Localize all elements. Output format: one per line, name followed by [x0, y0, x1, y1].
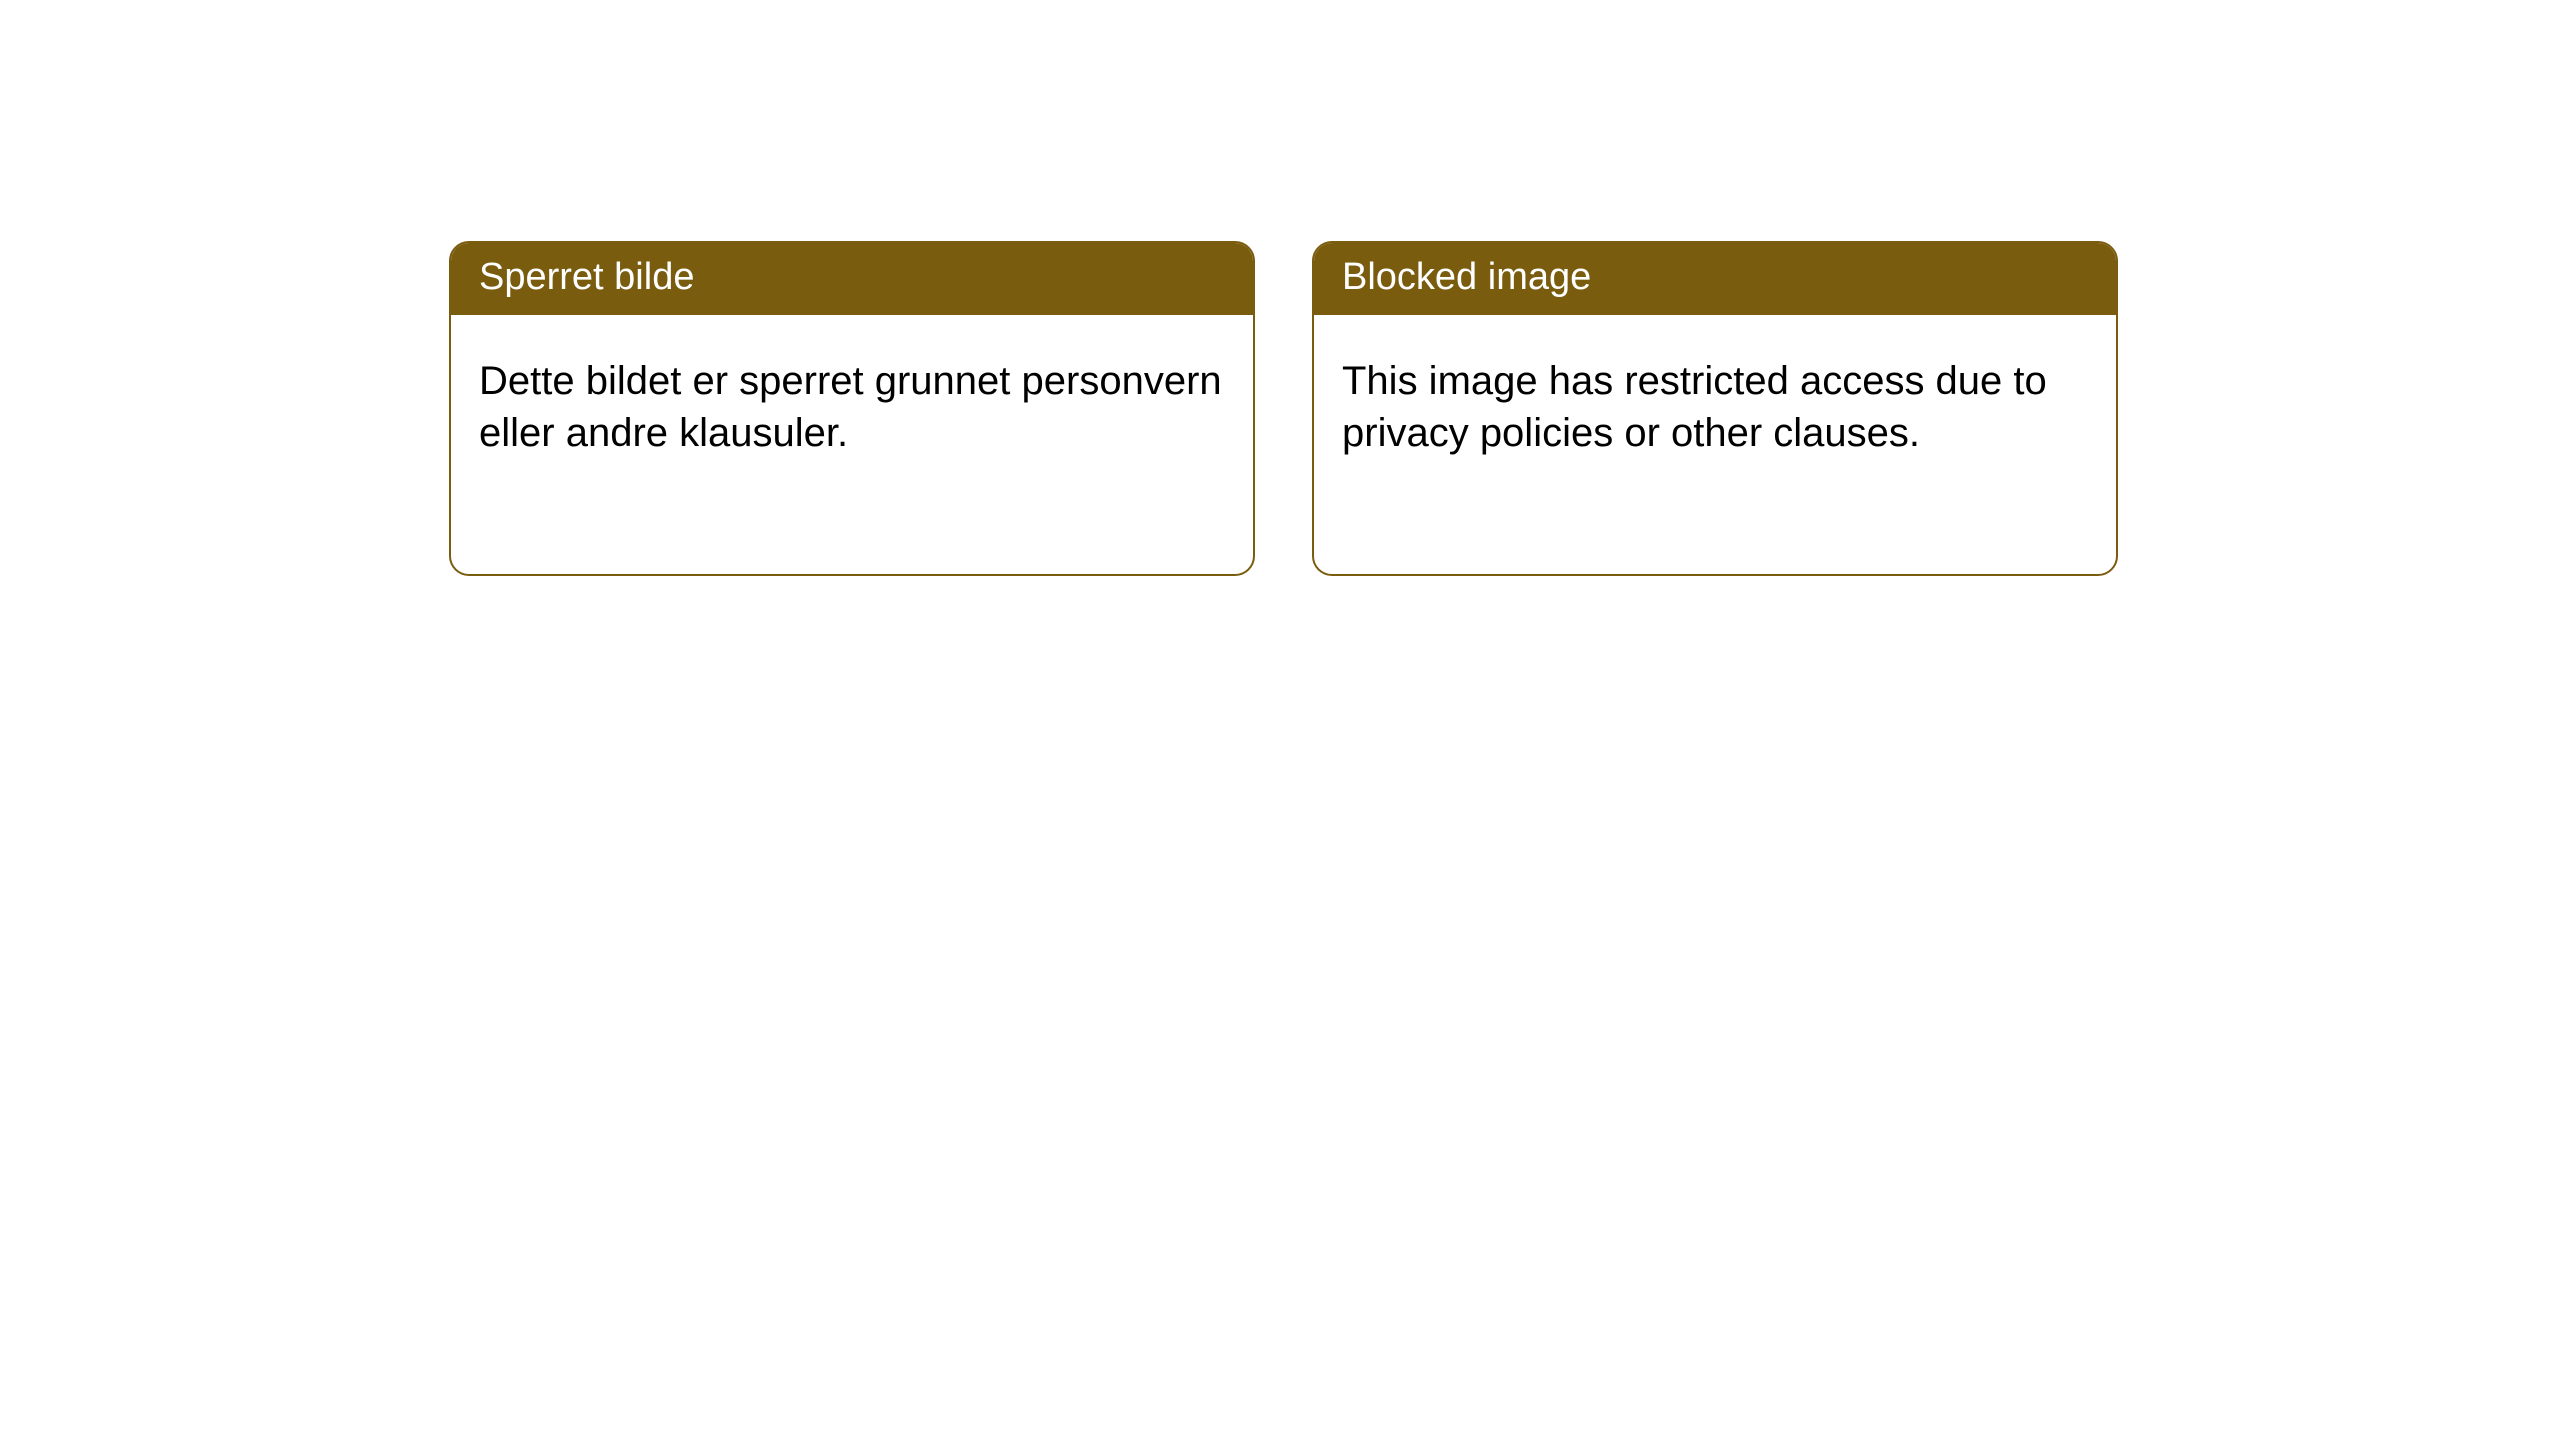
blocked-image-card-en: Blocked image This image has restricted …: [1312, 241, 2118, 576]
notice-cards-container: Sperret bilde Dette bildet er sperret gr…: [449, 241, 2118, 576]
card-body-text: This image has restricted access due to …: [1342, 359, 2047, 455]
card-body-text: Dette bildet er sperret grunnet personve…: [479, 359, 1222, 455]
card-body: This image has restricted access due to …: [1314, 315, 2116, 487]
card-title: Sperret bilde: [479, 256, 694, 298]
card-header: Sperret bilde: [451, 243, 1253, 315]
blocked-image-card-no: Sperret bilde Dette bildet er sperret gr…: [449, 241, 1255, 576]
card-header: Blocked image: [1314, 243, 2116, 315]
card-title: Blocked image: [1342, 256, 1591, 298]
card-body: Dette bildet er sperret grunnet personve…: [451, 315, 1253, 487]
